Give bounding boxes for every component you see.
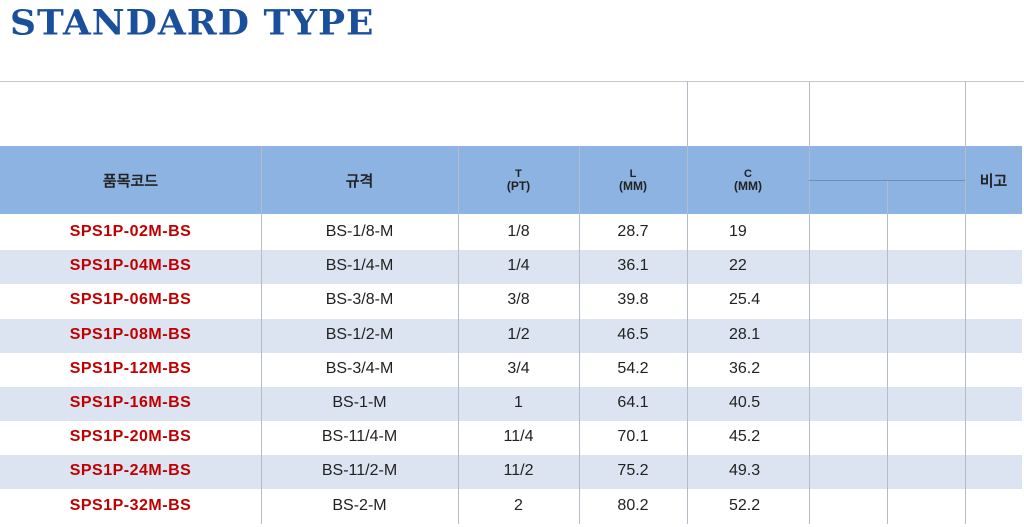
header-code-label: 품목코드 [102,172,159,190]
header-l-unit: (MM) [619,178,647,193]
cell-spec: BS-1/4-M [325,257,394,275]
cell-spec: BS-1-M [332,394,387,411]
col-divider [261,146,262,524]
cell-code: SPS1P-04M-BS [69,257,192,275]
header-c-unit: (MM) [734,178,762,193]
table-row: SPS1P-08M-BS BS-1/2-M 1/2 46.5 28.1 [0,318,1022,353]
table-row: SPS1P-12M-BS BS-3/4-M 3/4 54.2 36.2 [0,353,1022,387]
divider [0,81,1024,82]
col-divider [458,146,459,524]
cell-t: 1/4 [507,257,530,275]
cell-c: 40.5 [729,394,761,411]
cell-l: 64.1 [617,394,649,411]
header-subdivider [809,180,965,181]
header-note-label: 비고 [979,172,1008,190]
cell-l: 80.2 [617,496,649,514]
col-divider [965,81,966,524]
cell-l: 39.8 [617,291,649,309]
header-note: 비고 [965,146,1022,214]
cell-l: 75.2 [617,462,649,480]
cell-t: 3/4 [507,359,530,377]
cell-t: 2 [514,496,523,514]
cell-code: SPS1P-02M-BS [69,223,192,240]
cell-spec: BS-2-M [332,496,387,514]
header-c-label: C [744,167,752,180]
header-t: T (PT) [458,146,579,214]
cell-spec: BS-3/8-M [325,291,394,309]
cell-spec: BS-11/4-M [321,428,398,446]
cell-spec: BS-1/2-M [325,325,394,343]
cell-t: 3/8 [507,291,530,309]
header-code: 품목코드 [0,146,261,214]
cell-code: SPS1P-32M-BS [69,496,192,514]
cell-c: 19 [729,223,747,240]
cell-code: SPS1P-20M-BS [69,428,192,446]
cell-c: 52.2 [729,496,761,514]
cell-code: SPS1P-06M-BS [69,291,192,309]
page-title: STANDARD TYPE [10,3,375,43]
col-divider [579,146,580,524]
col-divider [887,180,888,524]
cell-l: 28.7 [617,223,649,240]
cell-c: 45.2 [729,428,761,446]
header-c: C (MM) [687,146,809,214]
table-row: SPS1P-04M-BS BS-1/4-M 1/4 36.1 22 [0,250,1022,285]
cell-spec: BS-3/4-M [325,359,394,377]
table-row: SPS1P-24M-BS BS-11/2-M 11/2 75.2 49.3 [0,455,1022,490]
header-l: L (MM) [579,146,687,214]
cell-l: 46.5 [617,325,649,343]
table-row: SPS1P-02M-BS BS-1/8-M 1/8 28.7 19 [0,216,1022,250]
col-divider [809,81,810,524]
header-t-label: T [515,167,522,180]
header-spec: 규격 [261,146,458,214]
cell-t: 1/8 [507,223,530,240]
table-row: SPS1P-20M-BS BS-11/4-M 11/4 70.1 45.2 [0,421,1022,455]
table-row: SPS1P-16M-BS BS-1-M 1 64.1 40.5 [0,387,1022,421]
cell-l: 54.2 [617,359,649,377]
header-l-label: L [629,167,637,180]
cell-code: SPS1P-08M-BS [69,325,192,343]
cell-code: SPS1P-12M-BS [69,359,192,377]
cell-t: 11/4 [503,428,534,446]
cell-t: 1 [514,394,523,411]
cell-c: 25.4 [729,291,761,309]
col-divider [687,81,688,524]
cell-spec: BS-1/8-M [325,223,394,240]
header-t-unit: (PT) [506,178,531,193]
header-spec-label: 규격 [345,172,374,190]
cell-l: 70.1 [617,428,649,446]
cell-t: 11/2 [503,462,534,480]
table-row: SPS1P-32M-BS BS-2-M 2 80.2 52.2 [0,490,1022,524]
cell-c: 49.3 [729,462,761,480]
cell-t: 1/2 [507,325,530,343]
cell-code: SPS1P-24M-BS [69,462,192,480]
cell-c: 36.2 [729,359,761,377]
cell-code: SPS1P-16M-BS [69,394,192,411]
cell-c: 22 [729,257,747,275]
table-row: SPS1P-06M-BS BS-3/8-M 3/8 39.8 25.4 [0,284,1022,318]
cell-l: 36.1 [617,257,649,275]
cell-spec: BS-11/2-M [321,462,398,480]
cell-c: 28.1 [729,325,761,343]
